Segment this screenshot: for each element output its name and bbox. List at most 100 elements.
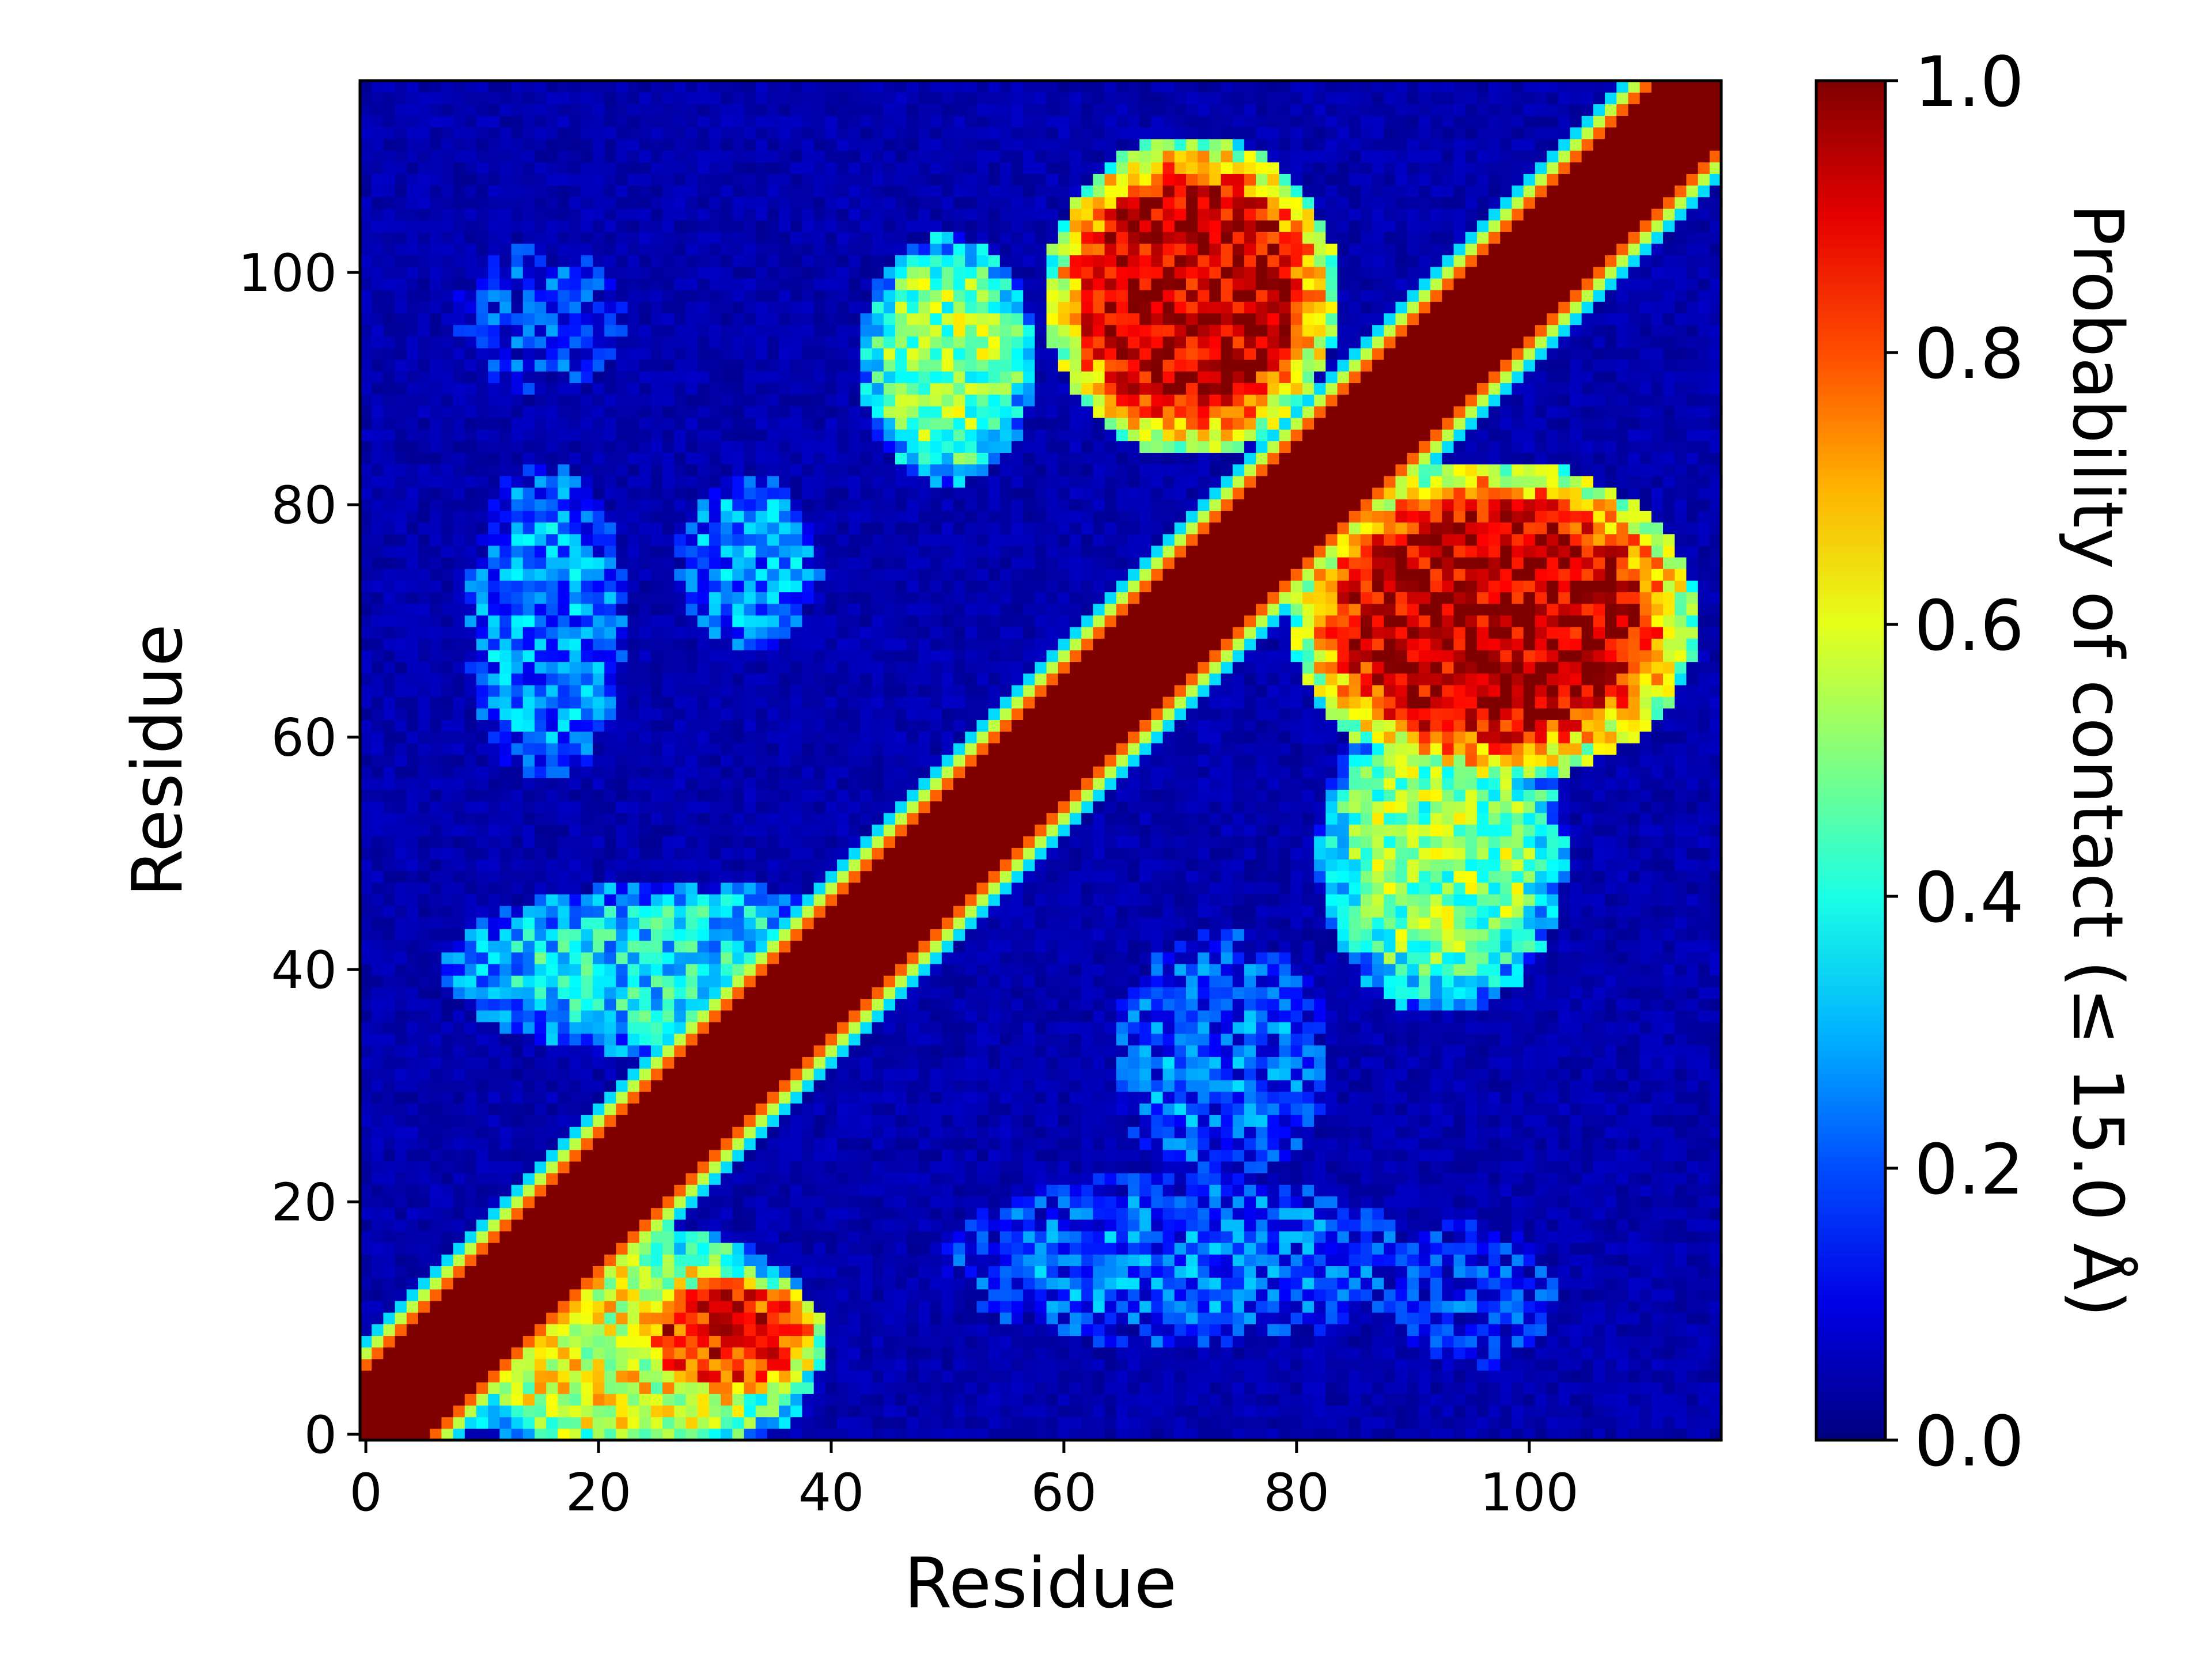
heatmap-cell <box>837 1289 849 1301</box>
heatmap-cell <box>453 893 465 906</box>
heatmap-cell <box>813 545 826 558</box>
heatmap-cell <box>790 464 803 476</box>
heatmap-cell <box>592 255 605 267</box>
heatmap-cell <box>581 1405 593 1418</box>
heatmap-cell <box>639 1126 652 1139</box>
heatmap-cell <box>709 592 721 604</box>
heatmap-cell <box>522 754 535 767</box>
heatmap-cell <box>802 696 815 709</box>
heatmap-cell <box>488 1416 500 1429</box>
heatmap-cell <box>767 173 779 186</box>
heatmap-cell <box>685 719 698 732</box>
heatmap-cell <box>499 1103 512 1115</box>
heatmap-cell <box>732 127 745 139</box>
heatmap-cell <box>534 1103 547 1115</box>
heatmap-cell <box>581 150 593 162</box>
heatmap-cell <box>488 255 500 267</box>
heatmap-cell <box>430 719 442 732</box>
heatmap-cell <box>569 940 582 953</box>
heatmap-cell <box>418 1173 430 1185</box>
heatmap-cell <box>685 1312 698 1324</box>
heatmap-cell <box>511 196 524 209</box>
heatmap-cell <box>709 1230 721 1243</box>
heatmap-cell <box>534 1184 547 1197</box>
heatmap-cell <box>779 138 791 151</box>
heatmap-cell <box>546 475 558 488</box>
heatmap-cell <box>802 684 815 697</box>
heatmap-cell <box>453 382 465 395</box>
heatmap-cell <box>499 1335 512 1348</box>
heatmap-cell <box>360 963 372 976</box>
heatmap-cell <box>709 313 721 325</box>
heatmap-cell <box>441 789 454 802</box>
heatmap-cell <box>639 1033 652 1046</box>
heatmap-cell <box>779 429 791 441</box>
heatmap-cell <box>453 324 465 337</box>
heatmap-cell <box>534 266 547 279</box>
heatmap-cell <box>767 952 779 964</box>
heatmap-cell <box>697 452 710 465</box>
heatmap-cell <box>511 232 524 244</box>
heatmap-cell <box>709 510 721 523</box>
heatmap-cell <box>534 1416 547 1429</box>
heatmap-cell <box>755 266 768 279</box>
heatmap-cell <box>464 1243 477 1255</box>
heatmap-cell <box>558 580 570 593</box>
heatmap-cell <box>755 301 768 314</box>
heatmap-cell <box>802 940 815 953</box>
heatmap-cell <box>395 975 407 987</box>
heatmap-cell <box>685 580 698 593</box>
heatmap-cell <box>534 1289 547 1301</box>
heatmap-cell <box>674 522 687 535</box>
heatmap-cell <box>662 917 675 930</box>
heatmap-cell <box>802 1219 815 1232</box>
heatmap-cell <box>790 1149 803 1162</box>
heatmap-cell <box>534 1254 547 1267</box>
heatmap-cell <box>511 952 524 964</box>
heatmap-cell <box>372 1254 384 1267</box>
heatmap-cell <box>499 232 512 244</box>
heatmap-cell <box>790 859 803 872</box>
heatmap-cell <box>360 196 372 209</box>
heatmap-cell <box>511 615 524 627</box>
heatmap-cell <box>418 1370 430 1382</box>
heatmap-cell <box>639 1021 652 1034</box>
heatmap-cell <box>662 836 675 848</box>
heatmap-cell <box>732 592 745 604</box>
heatmap-cell <box>453 1033 465 1046</box>
heatmap-cell <box>581 1138 593 1150</box>
heatmap-cell <box>558 1405 570 1418</box>
heatmap-cell <box>767 1416 779 1429</box>
heatmap-cell <box>395 1358 407 1371</box>
heatmap-cell <box>546 394 558 407</box>
heatmap-cell <box>627 150 640 162</box>
heatmap-cell <box>476 1312 488 1324</box>
heatmap-cell <box>534 1312 547 1324</box>
heatmap-cell <box>697 870 710 883</box>
heatmap-cell <box>604 417 616 430</box>
heatmap-cell <box>767 917 779 930</box>
heatmap-cell <box>395 592 407 604</box>
heatmap-cell <box>360 533 372 546</box>
heatmap-cell <box>639 371 652 384</box>
heatmap-cell <box>650 81 663 93</box>
heatmap-cell <box>569 406 582 418</box>
heatmap-cell <box>616 510 628 523</box>
heatmap-cell <box>499 452 512 465</box>
heatmap-cell <box>616 1312 628 1324</box>
heatmap-cell <box>464 243 477 256</box>
heatmap-cell <box>372 1324 384 1336</box>
heatmap-cell <box>453 371 465 384</box>
heatmap-cell <box>511 278 524 290</box>
heatmap-cell <box>522 1184 535 1197</box>
heatmap-cell <box>849 1289 861 1301</box>
heatmap-cell <box>546 1266 558 1278</box>
heatmap-cell <box>441 1358 454 1371</box>
heatmap-cell <box>721 243 733 256</box>
heatmap-cell <box>837 1161 849 1173</box>
heatmap-cell <box>522 1324 535 1336</box>
heatmap-cell <box>685 731 698 744</box>
heatmap-cell <box>569 1358 582 1371</box>
heatmap-cell <box>406 778 419 790</box>
heatmap-cell <box>464 324 477 337</box>
